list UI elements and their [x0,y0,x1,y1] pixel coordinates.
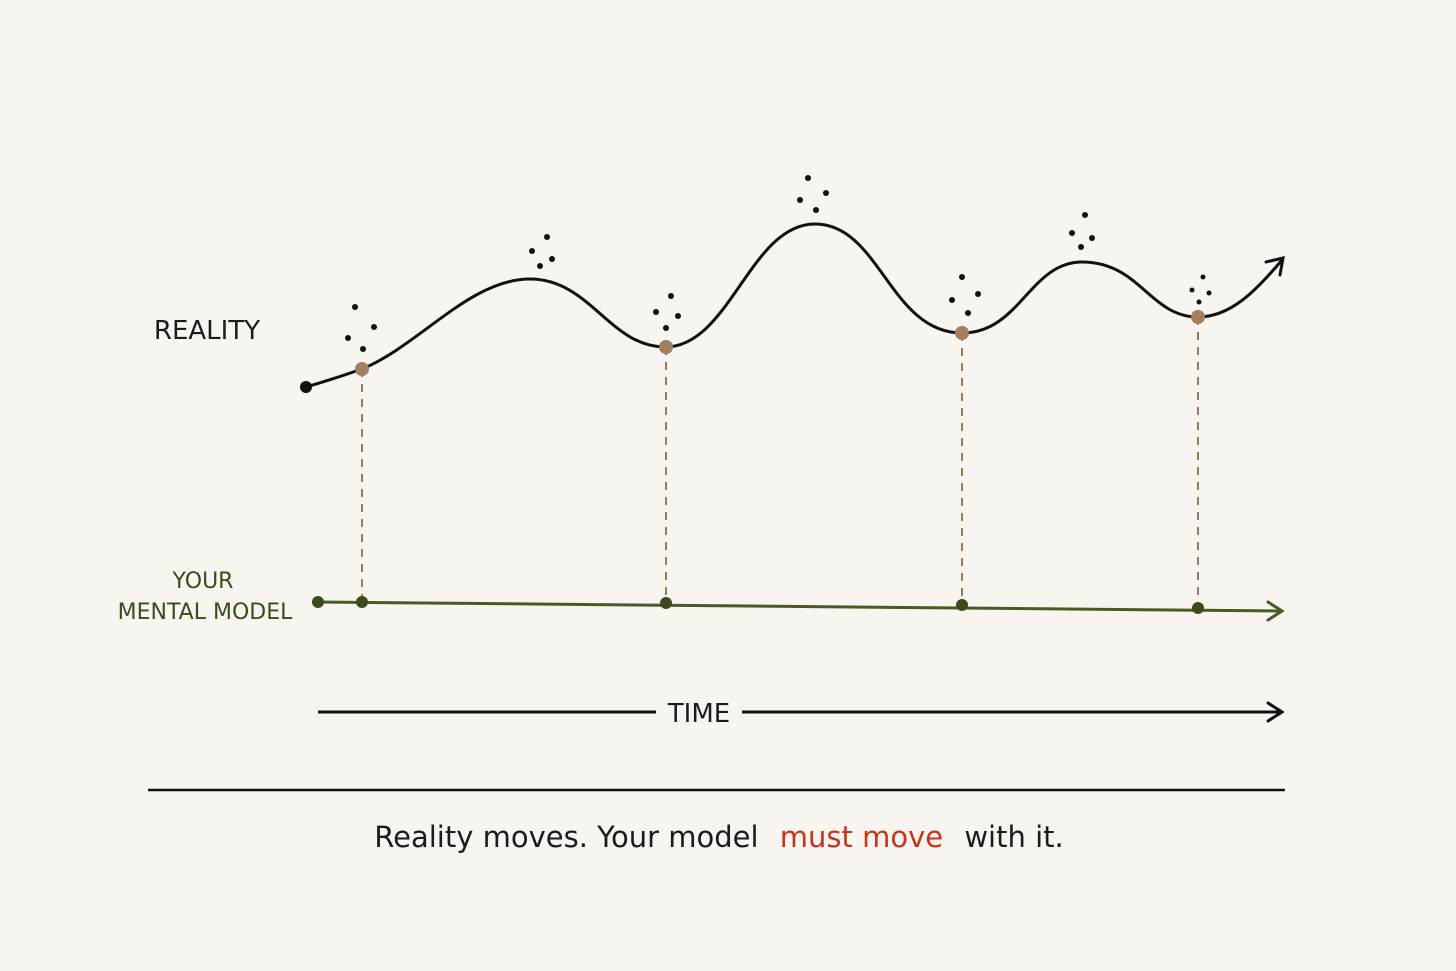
caption: Reality moves. Your model must move with… [374,820,1063,854]
model-points [312,596,1204,614]
caption-part: Reality moves. Your model [374,820,758,854]
connectors [361,317,1199,608]
reality-curve [305,222,1284,389]
model-point [356,596,368,608]
time-label: TIME [667,699,730,729]
caption-part: with it. [964,820,1063,854]
sample-point [955,326,969,340]
dot-clusters [345,175,1212,352]
reality-arrowhead [1264,256,1285,277]
model-label: MENTAL MODEL [118,600,294,625]
sample-points [355,310,1205,376]
caption-highlight: must move [780,820,943,854]
sample-point [355,362,369,376]
model-point [312,596,324,608]
model-line [317,600,1281,613]
reality-label: REALITY [154,316,260,346]
model-point [660,597,672,609]
model-point [956,599,968,611]
time-arrowhead [1266,701,1285,723]
model-label: YOUR [172,569,234,594]
start-dot [300,381,312,393]
sample-point [1191,310,1205,324]
model-point [1192,602,1204,614]
model-arrowhead [1266,600,1285,622]
sample-point [659,340,673,354]
